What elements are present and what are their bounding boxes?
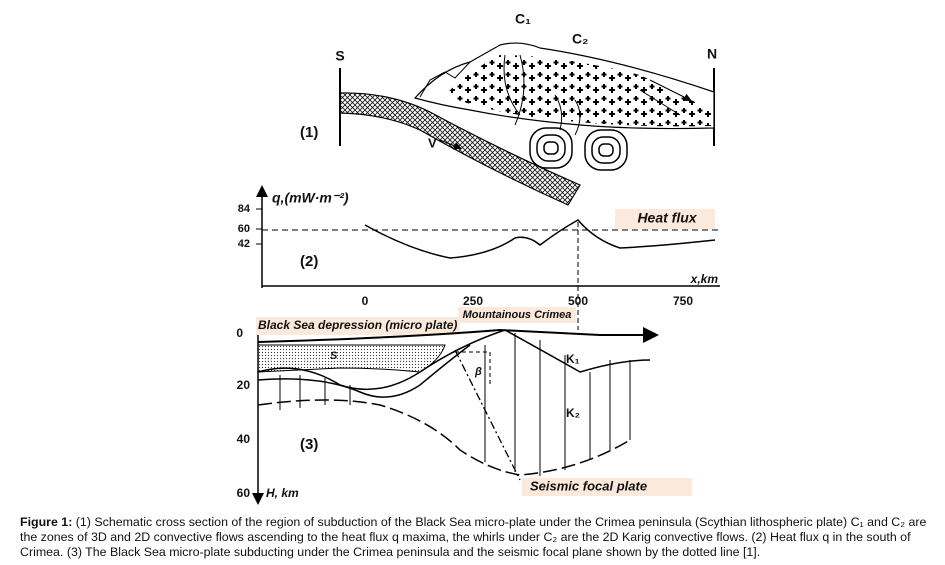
panel-2-label: (2) [300, 253, 318, 270]
plane-label: Seismic focal plate [530, 478, 647, 493]
label-bg [458, 307, 576, 323]
velocity-label: V [428, 135, 437, 150]
angle-guide [455, 351, 491, 385]
label-bg [522, 478, 692, 496]
focal-plane [454, 349, 521, 481]
caption-text: (1) Schematic cross section of the regio… [20, 515, 927, 559]
sediment [257, 344, 446, 373]
y-tick-label: 84 [238, 203, 251, 215]
plate-bottom [257, 399, 631, 476]
y-tick-label: 0 [236, 326, 243, 340]
x-tick-label: 250 [463, 294, 483, 308]
y-tick-label: 40 [237, 432, 251, 446]
flow-arrows [639, 79, 690, 116]
label-bg [256, 317, 460, 335]
region-label: Mountainous Crimea [463, 309, 572, 321]
figure: S N V C₁ C₂ (1) 84 60 42 Heat flux q,(mW… [236, 11, 720, 505]
fault-lines [279, 333, 631, 476]
depth-axis-label: H, km [266, 486, 299, 500]
panel-1-label: (1) [300, 124, 318, 141]
heat-flux-curve [364, 219, 716, 259]
label-bg [615, 209, 715, 229]
flow-lines [503, 54, 581, 136]
panel-2: 84 60 42 Heat flux q,(mW·m⁻²) (2) x,km 0… [238, 185, 720, 330]
panel-3: 0 20 40 60 H, km Black Sea depression (m… [236, 317, 692, 505]
convective-zone [445, 55, 712, 127]
south-label: S [335, 48, 344, 64]
relief [419, 61, 471, 98]
angle-label: β [474, 366, 482, 378]
top-label: Black Sea depression (micro plate) [258, 318, 457, 332]
y-tick-label: 20 [237, 378, 251, 392]
caption-label: Figure 1: [20, 515, 73, 529]
y-tick-label: 42 [238, 238, 250, 250]
velocity-arrow [439, 139, 462, 150]
y-tick-label: 60 [237, 486, 251, 500]
y-axis-label: q,(mW·m⁻²) [272, 190, 349, 206]
heat-flux-label: Heat flux [637, 210, 697, 226]
whirls [529, 127, 628, 171]
surface [257, 327, 659, 343]
sediment-label: S [330, 350, 338, 362]
k2-label: K₂ [566, 406, 580, 420]
x-axis-label: x,km [690, 272, 719, 286]
panel-3-label: (3) [300, 436, 318, 453]
caption: Figure 1: (1) Schematic cross section of… [20, 515, 932, 560]
plate-top [257, 344, 471, 398]
x-tick-label: 500 [568, 294, 588, 308]
north-label: N [707, 46, 717, 62]
c1-label: C₁ [515, 11, 531, 27]
x-tick-label: 750 [673, 294, 693, 308]
y-tick-label: 60 [238, 223, 250, 235]
x-tick-label: 0 [362, 294, 369, 308]
panel-1: S N V C₁ C₂ (1) [300, 11, 717, 206]
k1-label: K₁ [566, 352, 580, 366]
k1-boundary [257, 329, 651, 391]
c2-label: C₂ [572, 31, 588, 47]
